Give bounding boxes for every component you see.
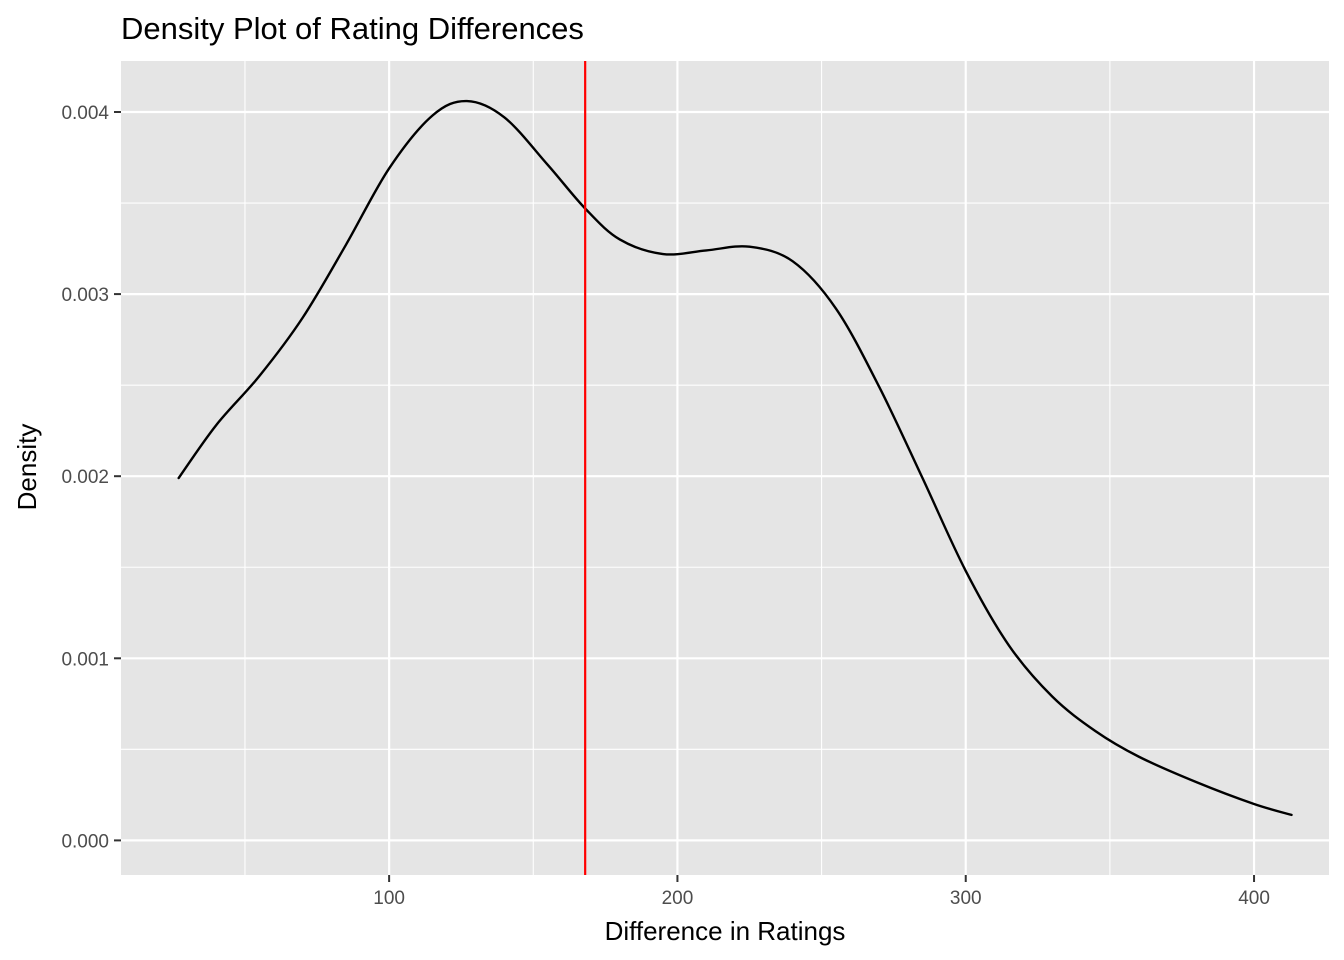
y-tick-label: 0.004 — [61, 103, 109, 124]
major-gridlines — [121, 61, 1329, 875]
minor-gridlines — [121, 61, 1329, 875]
y-tick-label: 0.002 — [61, 467, 109, 488]
density-curve — [177, 99, 1293, 817]
x-tick-label: 200 — [662, 888, 694, 909]
x-axis-title: Difference in Ratings — [605, 916, 846, 946]
y-tick-label: 0.003 — [61, 285, 109, 306]
y-tick-label: 0.000 — [61, 831, 109, 852]
x-tick-label: 300 — [950, 888, 982, 909]
series-layer — [177, 99, 1293, 817]
y-axis: 0.000 0.001 0.002 0.003 0.004 — [61, 103, 121, 852]
chart-title: Density Plot of Rating Differences — [121, 11, 584, 46]
x-tick-label: 100 — [373, 888, 405, 909]
y-axis-title: Density — [12, 424, 42, 511]
plot-panel — [121, 61, 1329, 875]
y-tick-label: 0.001 — [61, 649, 109, 670]
x-axis: 100 200 300 400 — [373, 875, 1270, 909]
x-tick-label: 400 — [1238, 888, 1270, 909]
